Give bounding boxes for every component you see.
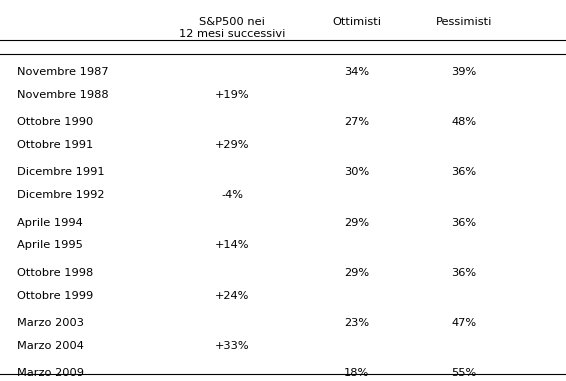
Text: Ottimisti: Ottimisti xyxy=(332,17,381,27)
Text: 36%: 36% xyxy=(452,218,477,227)
Text: 29%: 29% xyxy=(344,218,369,227)
Text: Ottobre 1991: Ottobre 1991 xyxy=(17,140,93,150)
Text: +29%: +29% xyxy=(215,140,249,150)
Text: Ottobre 1990: Ottobre 1990 xyxy=(17,117,93,127)
Text: 18%: 18% xyxy=(344,368,369,378)
Text: Ottobre 1999: Ottobre 1999 xyxy=(17,291,93,301)
Text: Aprile 1995: Aprile 1995 xyxy=(17,240,83,250)
Text: Marzo 2004: Marzo 2004 xyxy=(17,341,84,351)
Text: -4%: -4% xyxy=(221,190,243,200)
Text: 30%: 30% xyxy=(344,167,369,177)
Text: 29%: 29% xyxy=(344,268,369,278)
Text: Ottobre 1998: Ottobre 1998 xyxy=(17,268,93,278)
Text: Novembre 1987: Novembre 1987 xyxy=(17,67,109,77)
Text: Novembre 1988: Novembre 1988 xyxy=(17,90,109,99)
Text: Dicembre 1991: Dicembre 1991 xyxy=(17,167,105,177)
Text: Aprile 1994: Aprile 1994 xyxy=(17,218,83,227)
Text: 55%: 55% xyxy=(452,368,477,378)
Text: 27%: 27% xyxy=(344,117,369,127)
Text: 23%: 23% xyxy=(344,318,369,328)
Text: 36%: 36% xyxy=(452,167,477,177)
Text: 39%: 39% xyxy=(452,67,477,77)
Text: S&P500 nei
12 mesi successivi: S&P500 nei 12 mesi successivi xyxy=(179,17,285,39)
Text: Marzo 2003: Marzo 2003 xyxy=(17,318,84,328)
Text: 48%: 48% xyxy=(452,117,477,127)
Text: Dicembre 1992: Dicembre 1992 xyxy=(17,190,105,200)
Text: +14%: +14% xyxy=(215,240,249,250)
Text: +19%: +19% xyxy=(215,90,250,99)
Text: +33%: +33% xyxy=(215,341,250,351)
Text: Pessimisti: Pessimisti xyxy=(436,17,492,27)
Text: Marzo 2009: Marzo 2009 xyxy=(17,368,84,378)
Text: 34%: 34% xyxy=(344,67,369,77)
Text: 47%: 47% xyxy=(452,318,477,328)
Text: 36%: 36% xyxy=(452,268,477,278)
Text: +24%: +24% xyxy=(215,291,249,301)
